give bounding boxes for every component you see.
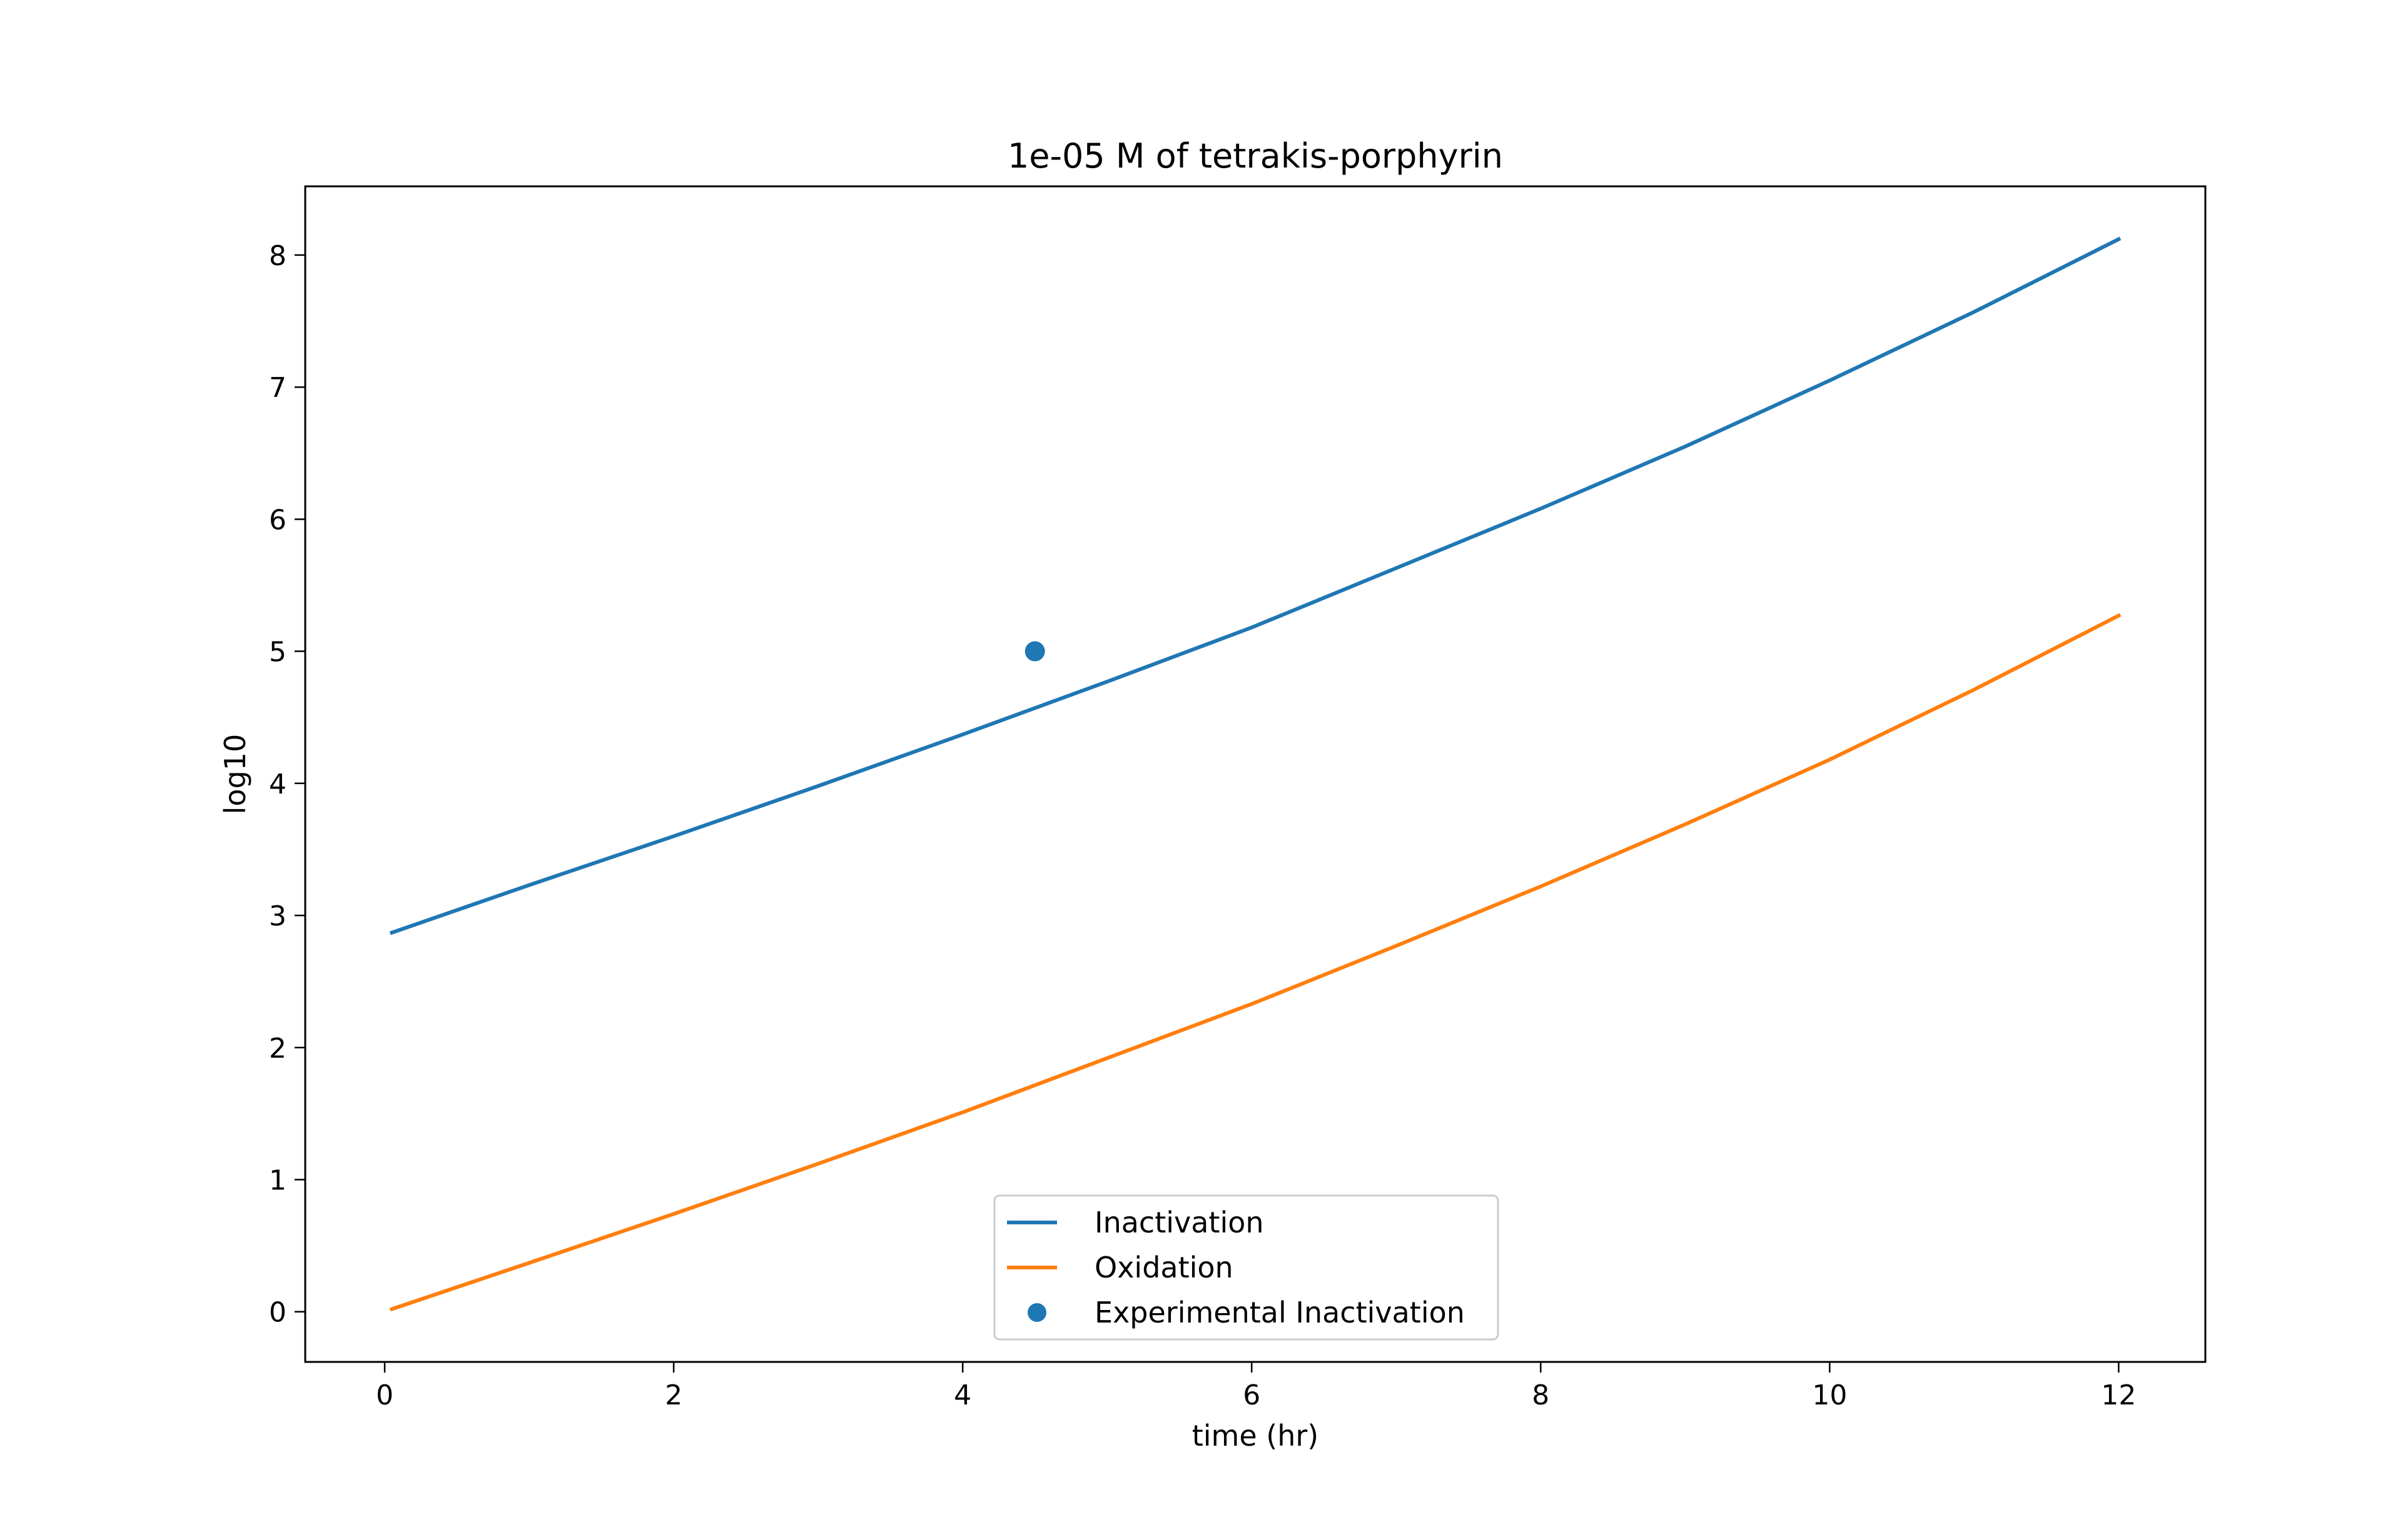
legend-item: Oxidation bbox=[1007, 1251, 1233, 1284]
x-tick-label: 0 bbox=[376, 1379, 393, 1411]
y-tick-label: 1 bbox=[269, 1164, 286, 1196]
legend-label: Experimental Inactivation bbox=[1095, 1296, 1465, 1329]
y-axis: 0 1 2 3 4 5 6 7 8 bbox=[269, 240, 305, 1329]
x-tick-label: 8 bbox=[1532, 1379, 1549, 1411]
series-group bbox=[389, 236, 2122, 1312]
x-tick-label: 4 bbox=[954, 1379, 971, 1411]
legend-label: Inactivation bbox=[1095, 1206, 1264, 1239]
legend-box bbox=[993, 1194, 1499, 1341]
x-tick-label: 2 bbox=[665, 1379, 682, 1411]
y-tick-label: 0 bbox=[269, 1297, 286, 1329]
x-axis-label: time (hr) bbox=[1192, 1419, 1319, 1453]
x-tick-label: 12 bbox=[2101, 1379, 2136, 1411]
legend-swatch-marker bbox=[1028, 1303, 1046, 1322]
plot-area bbox=[304, 185, 2207, 1363]
y-tick-label: 8 bbox=[269, 240, 286, 272]
chart-title: 1e-05 M of tetrakis-porphyrin bbox=[1008, 136, 1503, 176]
x-tick-label: 10 bbox=[1812, 1379, 1847, 1411]
y-tick-label: 6 bbox=[269, 504, 286, 536]
y-tick-label: 4 bbox=[269, 769, 286, 800]
x-tick-label: 6 bbox=[1243, 1379, 1260, 1411]
legend-item: Experimental Inactivation bbox=[1028, 1296, 1465, 1329]
y-axis-label: log10 bbox=[218, 734, 252, 815]
x-axis: 0 2 4 6 8 10 12 bbox=[376, 1362, 2136, 1411]
y-tick-label: 7 bbox=[269, 372, 286, 404]
legend-item: Inactivation bbox=[1007, 1206, 1264, 1239]
plot-frame bbox=[304, 185, 2207, 1363]
legend: Inactivation Oxidation Experimental Inacti… bbox=[993, 1194, 1499, 1341]
legend-label: Oxidation bbox=[1095, 1251, 1233, 1284]
series-line-inactivation bbox=[389, 236, 2122, 935]
y-tick-label: 5 bbox=[269, 637, 286, 668]
scatter-point bbox=[1024, 641, 1045, 662]
series-line-oxidation bbox=[389, 613, 2122, 1312]
y-tick-label: 3 bbox=[269, 900, 286, 932]
y-tick-label: 2 bbox=[269, 1032, 286, 1064]
